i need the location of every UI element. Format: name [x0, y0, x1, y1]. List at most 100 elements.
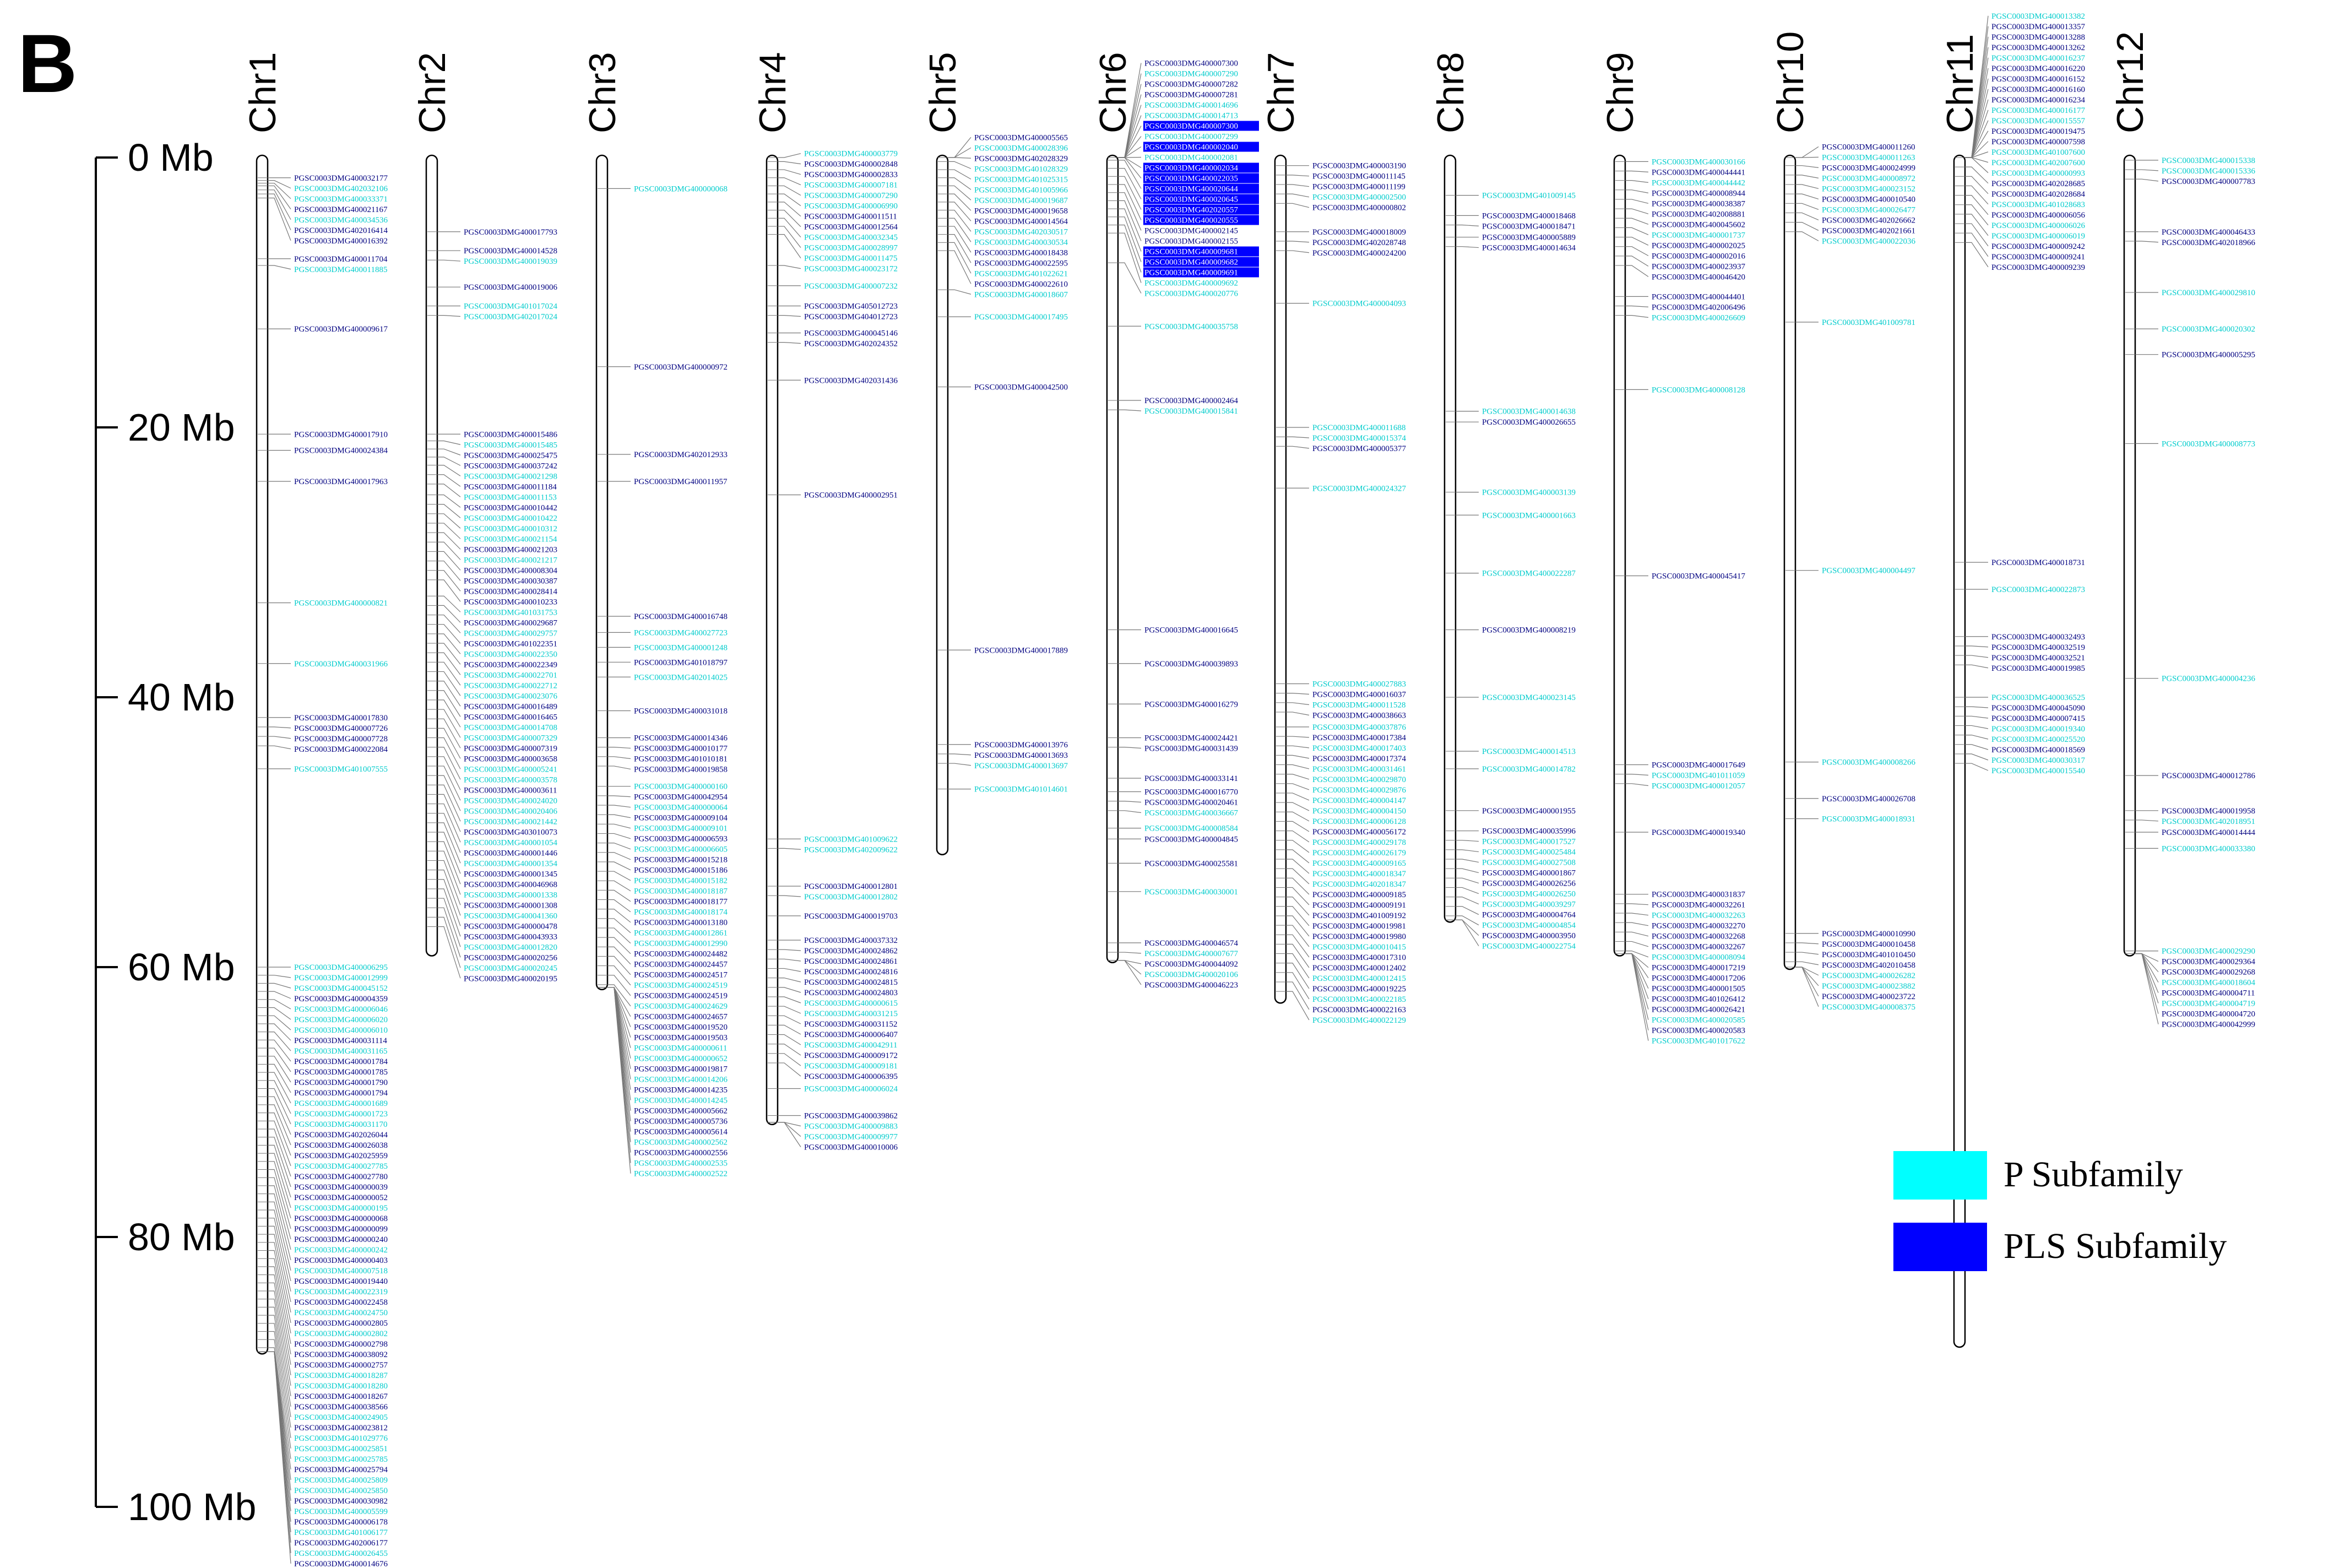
- gene-connector: [1118, 262, 1142, 294]
- gene-label: PGSC0003DMG400006295: [294, 963, 388, 972]
- gene-connector: [778, 234, 801, 258]
- gene-connector: [948, 234, 971, 263]
- panel-label: B: [18, 17, 78, 110]
- gene-label: PGSC0003DMG400018287: [294, 1371, 388, 1380]
- gene-connector: [607, 842, 631, 850]
- gene-label: PGSC0003DMG400006020: [294, 1016, 388, 1024]
- gene-connector: [437, 718, 461, 748]
- gene-connector: [437, 794, 461, 832]
- gene-connector: [268, 1339, 291, 1449]
- gene-connector: [268, 1088, 291, 1125]
- gene-connector: [1118, 224, 1142, 273]
- gene-connector: [948, 242, 971, 274]
- chromosome-body: [1443, 154, 1457, 923]
- gene-connector: [437, 775, 461, 811]
- gene-label: PGSC0003DMG400018280: [294, 1382, 388, 1391]
- gene-connector: [437, 766, 461, 801]
- gene-connector: [268, 185, 291, 210]
- gene-connector: [1456, 849, 1479, 853]
- gene-connector: [268, 1096, 291, 1135]
- gene-connector: [1965, 204, 1989, 226]
- gene-label: PGSC0003DMG400022595: [974, 259, 1068, 268]
- gene-label: PGSC0003DMG400013976: [974, 741, 1068, 750]
- gene-label: PGSC0003DMG400029870: [1312, 775, 1406, 784]
- gene-label: PGSC0003DMG400045152: [294, 984, 388, 993]
- gene-label: PGSC0003DMG400022349: [464, 660, 557, 669]
- gene-label: PGSC0003DMG400019225: [1312, 985, 1406, 994]
- gene-label: PGSC0003DMG400013180: [634, 919, 728, 927]
- gene-label: PGSC0003DMG400006407: [804, 1030, 898, 1039]
- gene-label: PGSC0003DMG400000099: [294, 1225, 388, 1234]
- gene-label: PGSC0003DMG400017374: [1312, 755, 1407, 763]
- gene-connector: [268, 726, 291, 729]
- gene-label: PGSC0003DMG400013693: [974, 751, 1068, 760]
- chromosome-body: [936, 154, 949, 855]
- gene-label: PGSC0003DMG400015374: [1312, 434, 1407, 443]
- gene-label: PGSC0003DMG400012820: [464, 943, 557, 952]
- gene-connector: [268, 1299, 291, 1397]
- gene-connector: [1965, 715, 1989, 719]
- chromosome-name: Chr5: [922, 52, 964, 133]
- gene-label: PGSC0003DMG400026655: [1482, 418, 1576, 427]
- gene-label: PGSC0003DMG400011704: [294, 255, 388, 264]
- gene-connector: [437, 605, 461, 623]
- gene-label: PGSC0003DMG401009781: [1822, 318, 1915, 327]
- gene-connector: [1456, 906, 1479, 915]
- gene-label: PGSC0003DMG400000802: [1312, 204, 1406, 213]
- gene-label: PGSC0003DMG400009191: [1312, 901, 1406, 910]
- gene-label: PGSC0003DMG400009883: [804, 1122, 898, 1131]
- gene-label: PGSC0003DMG400030534: [974, 238, 1068, 247]
- gene-label: PGSC0003DMG400008266: [1822, 758, 1916, 767]
- gene-label: PGSC0003DMG400002757: [294, 1361, 388, 1370]
- gene-label: PGSC0003DMG400018347: [1312, 870, 1407, 878]
- gene-label: PGSC0003DMG400026421: [1652, 1006, 1745, 1014]
- chromosome-body: [1106, 154, 1119, 963]
- gene-label: PGSC0003DMG400017830: [294, 714, 388, 723]
- gene-connector: [437, 474, 461, 487]
- gene-label: PGSC0003DMG401018797: [634, 658, 728, 667]
- gene-label: PGSC0003DMG400019006: [464, 283, 558, 292]
- gene-label: PGSC0003DMG400022712: [464, 681, 557, 690]
- gene-connector: [1965, 655, 1989, 658]
- gene-label: PGSC0003DMG400004497: [1822, 567, 1916, 576]
- gene-label: PGSC0003DMG400007319: [464, 744, 557, 753]
- gene-label: PGSC0003DMG400006395: [804, 1072, 898, 1081]
- gene-label: PGSC0003DMG400016237: [1991, 54, 2086, 63]
- legend-swatch: [1893, 1151, 1987, 1200]
- chromosome-body: [1953, 154, 1966, 1348]
- gene-label: PGSC0003DMG400009242: [1991, 242, 2085, 251]
- gene-connector: [268, 1306, 291, 1407]
- gene-label: PGSC0003DMG400002848: [804, 160, 898, 169]
- gene-label: PGSC0003DMG400008375: [1822, 1003, 1915, 1012]
- gene-connector: [268, 1144, 291, 1198]
- gene-label: PGSC0003DMG400011957: [634, 478, 728, 486]
- gene-label: PGSC0003DMG401007555: [294, 765, 388, 774]
- gene-connector: [1965, 734, 1989, 740]
- gene-connector: [268, 1031, 291, 1051]
- gene-connector: [1965, 744, 1989, 750]
- gene-label: PGSC0003DMG400005599: [294, 1507, 388, 1516]
- gene-label: PGSC0003DMG400017384: [1312, 734, 1407, 742]
- gene-label: PGSC0003DMG400007415: [1991, 714, 2085, 723]
- gene-label: PGSC0003DMG400014528: [464, 247, 557, 256]
- gene-connector: [1625, 208, 1649, 214]
- legend-swatch: [1893, 1223, 1987, 1271]
- gene-label: PGSC0003DMG400007300: [1144, 59, 1238, 68]
- gene-label: PGSC0003DMG400007181: [804, 181, 898, 190]
- gene-label: PGSC0003DMG400000068: [294, 1214, 388, 1223]
- gene-label: PGSC0003DMG400003779: [804, 150, 898, 159]
- chromosome-chr5: Chr5 PGSC0003DMG400005565 PGSC0003DMG40002…: [922, 52, 1068, 855]
- gene-connector: [2135, 953, 2159, 1024]
- axis-tick-label: 40 Mb: [128, 676, 235, 719]
- chromosome-body: [1783, 154, 1796, 970]
- gene-connector: [948, 763, 971, 766]
- gene-label: PGSC0003DMG400018569: [1991, 746, 2085, 755]
- gene-connector: [1456, 859, 1479, 863]
- gene-connector: [1118, 200, 1142, 241]
- gene-connector: [268, 1015, 291, 1030]
- gene-label: PGSC0003DMG400026038: [294, 1141, 388, 1150]
- gene-label: PGSC0003DMG400019440: [294, 1277, 388, 1286]
- gene-connector: [1456, 896, 1479, 905]
- gene-label: PGSC0003DMG401009622: [804, 835, 898, 844]
